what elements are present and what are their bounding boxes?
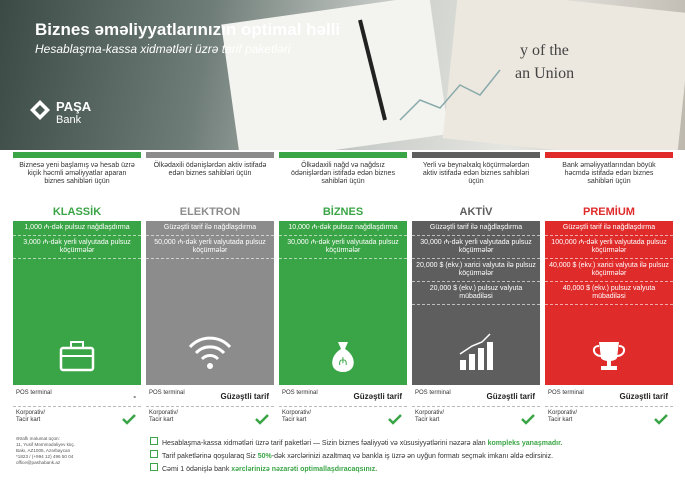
row-label: Korporativ/ Tacir kart	[415, 410, 445, 423]
note: Tarif paketlərinə qoşularaq Siz 50%-dək …	[150, 450, 680, 460]
package-feature: 50,000 ₼-dək yerli valyutada pulsuz köçü…	[146, 236, 274, 259]
package-box: Güzəştli tarif ilə nağdlaşdırma 100,000 ₼…	[545, 221, 673, 385]
package-description: Ölkədaxili ödənişlərdən aktiv istifadə e…	[153, 162, 267, 177]
package-feature: 40,000 $ (ekv.) xarici valyuta ilə pulsu…	[545, 259, 673, 282]
row-label: POS terminal	[149, 390, 185, 396]
row-label: POS terminal	[282, 390, 318, 396]
note-highlight: 50%	[257, 453, 272, 460]
package-feature: 10,000 ₼-dək pulsuz nağdlaşdırma	[279, 221, 407, 236]
package-icon	[188, 336, 232, 369]
check-icon	[520, 412, 536, 430]
svg-text:₼: ₼	[339, 356, 348, 368]
header-art: y of the an Union	[30, 0, 685, 164]
package-icon	[59, 341, 95, 372]
package-name: ELEKTRON	[179, 206, 241, 218]
package-icon	[593, 342, 625, 370]
package-box: 1,000 ₼-dək pulsuz nağdlaşdırma 3,000 ₼-d…	[13, 221, 141, 385]
package-feature: 100,000 ₼-dək yerli valyutada pulsuz köç…	[545, 236, 673, 259]
package-feature: 3,000 ₼-dək yerli valyutada pulsuz köçür…	[13, 236, 141, 259]
package-box: Güzəştli tarif ilə nağdlaşdırma 50,000 ₼-…	[146, 221, 274, 385]
bullet	[150, 437, 158, 445]
header-photo: y of the an Union	[0, 0, 685, 164]
color-strip	[412, 152, 540, 158]
package-description: Bank əməliyyatlarından böyük həcmdə isti…	[562, 162, 656, 185]
check-icon	[653, 412, 669, 430]
logo-sub: Bank	[56, 114, 82, 126]
note: Hesablaşma-kassa xidmətləri üzrə tarif p…	[150, 437, 680, 447]
note-text: Tarif paketlərinə qoşularaq Siz	[162, 453, 258, 460]
color-strip	[146, 152, 274, 158]
divider	[545, 406, 673, 407]
package-feature: 40,000 $ (ekv.) pulsuz valyuta mübadiləs…	[545, 282, 673, 305]
divider	[13, 406, 141, 407]
pos-value: Güzəştli tarif	[353, 392, 402, 401]
package-icon	[459, 333, 493, 370]
package-name: BİZNES	[322, 206, 364, 218]
logo: PAŞA	[56, 99, 92, 114]
contact-line: *1823 / (+994 12) 496 50 04	[16, 454, 74, 459]
package-name: PREMİUM	[583, 206, 635, 218]
note-highlight: kompleks yanaşmadır.	[487, 440, 563, 447]
package-feature: 1,000 ₼-dək pulsuz nağdlaşdırma	[13, 221, 141, 236]
package-feature: 30,000 ₼-dək yerli valyutada pulsuz köçü…	[412, 236, 540, 259]
color-strip	[279, 152, 407, 158]
pos-value: Güzəştli tarif	[220, 392, 269, 401]
package-description: Yerli və beynəlxalq köçürmələrdən aktiv …	[422, 162, 530, 185]
row-label: POS terminal	[415, 390, 451, 396]
bullet	[150, 450, 158, 458]
package-icon: ₼	[332, 342, 354, 372]
note: Cəmi 1 ödənişlə bank xərclərinizə nəzarə…	[150, 463, 680, 473]
subtitle: Hesablaşma-kassa xidmətləri üzrə tarif p…	[35, 42, 291, 56]
package-feature: 20,000 $ (ekv.) pulsuz valyuta mübadiləs…	[412, 282, 540, 305]
row-label: Korporativ/ Tacir kart	[16, 410, 46, 423]
contact-line: Ətraflı məlumat üçün:	[16, 436, 60, 441]
package-feature: Güzəştli tarif ilə nağdlaşdırma	[146, 221, 274, 236]
divider	[146, 406, 274, 407]
row-label: Korporativ/ Tacir kart	[282, 410, 312, 423]
package-feature: 20,000 $ (ekv.) xarici valyuta ilə pulsu…	[412, 259, 540, 282]
package-name: KLASSİK	[52, 206, 102, 218]
package-feature: Güzəştli tarif ilə nağdlaşdırma	[545, 221, 673, 236]
bullet	[150, 463, 158, 471]
row-label: Korporativ/ Tacir kart	[149, 410, 179, 423]
svg-text:an Union: an Union	[515, 65, 574, 82]
check-icon	[121, 412, 137, 430]
title: Biznes əməliyyatlarınızın optimal həlli	[35, 20, 341, 39]
check-icon	[387, 412, 403, 430]
divider	[279, 406, 407, 407]
row-label: Korporativ/ Tacir kart	[548, 410, 578, 423]
note-text: Cəmi 1 ödənişlə bank	[162, 466, 232, 473]
package-description: Ölkədaxili nağd və nağdsız ödənişlərdən …	[291, 162, 395, 185]
divider	[412, 406, 540, 407]
package-box: 10,000 ₼-dək pulsuz nağdlaşdırma 30,000 ₼…	[279, 221, 407, 385]
pos-value: -	[133, 392, 136, 401]
package-feature: Güzəştli tarif ilə nağdlaşdırma	[412, 221, 540, 236]
pos-value: Güzəştli tarif	[619, 392, 668, 401]
color-strip	[545, 152, 673, 158]
note-text: -dək xərclərinizi azaltmaq və bankla iş …	[271, 453, 554, 460]
row-label: POS terminal	[16, 390, 52, 396]
package-name: AKTİV	[459, 206, 493, 218]
contact-line: 11, Yusif Məmmədəliyev küç.	[16, 442, 76, 447]
row-label: POS terminal	[548, 390, 584, 396]
note-highlight: xərclərinizə nəzarəti optimallaşdıracaqs…	[231, 466, 378, 473]
check-icon	[254, 412, 270, 430]
contact-line: office@pashabank.az	[16, 460, 61, 465]
svg-text:y of the: y of the	[520, 42, 569, 59]
package-description: Biznesə yeni başlamış və hesab üzrə kiçi…	[19, 162, 135, 185]
package-feature: 30,000 ₼-dək yerli valyutada pulsuz köçü…	[279, 236, 407, 259]
contact-line: Bakı, AZ1005, Azərbaycan	[16, 448, 71, 453]
pos-value: Güzəştli tarif	[486, 392, 535, 401]
note-text: Hesablaşma-kassa xidmətləri üzrə tarif p…	[162, 440, 488, 447]
color-strip	[13, 152, 141, 158]
package-box: Güzəştli tarif ilə nağdlaşdırma 30,000 ₼-…	[412, 221, 540, 385]
